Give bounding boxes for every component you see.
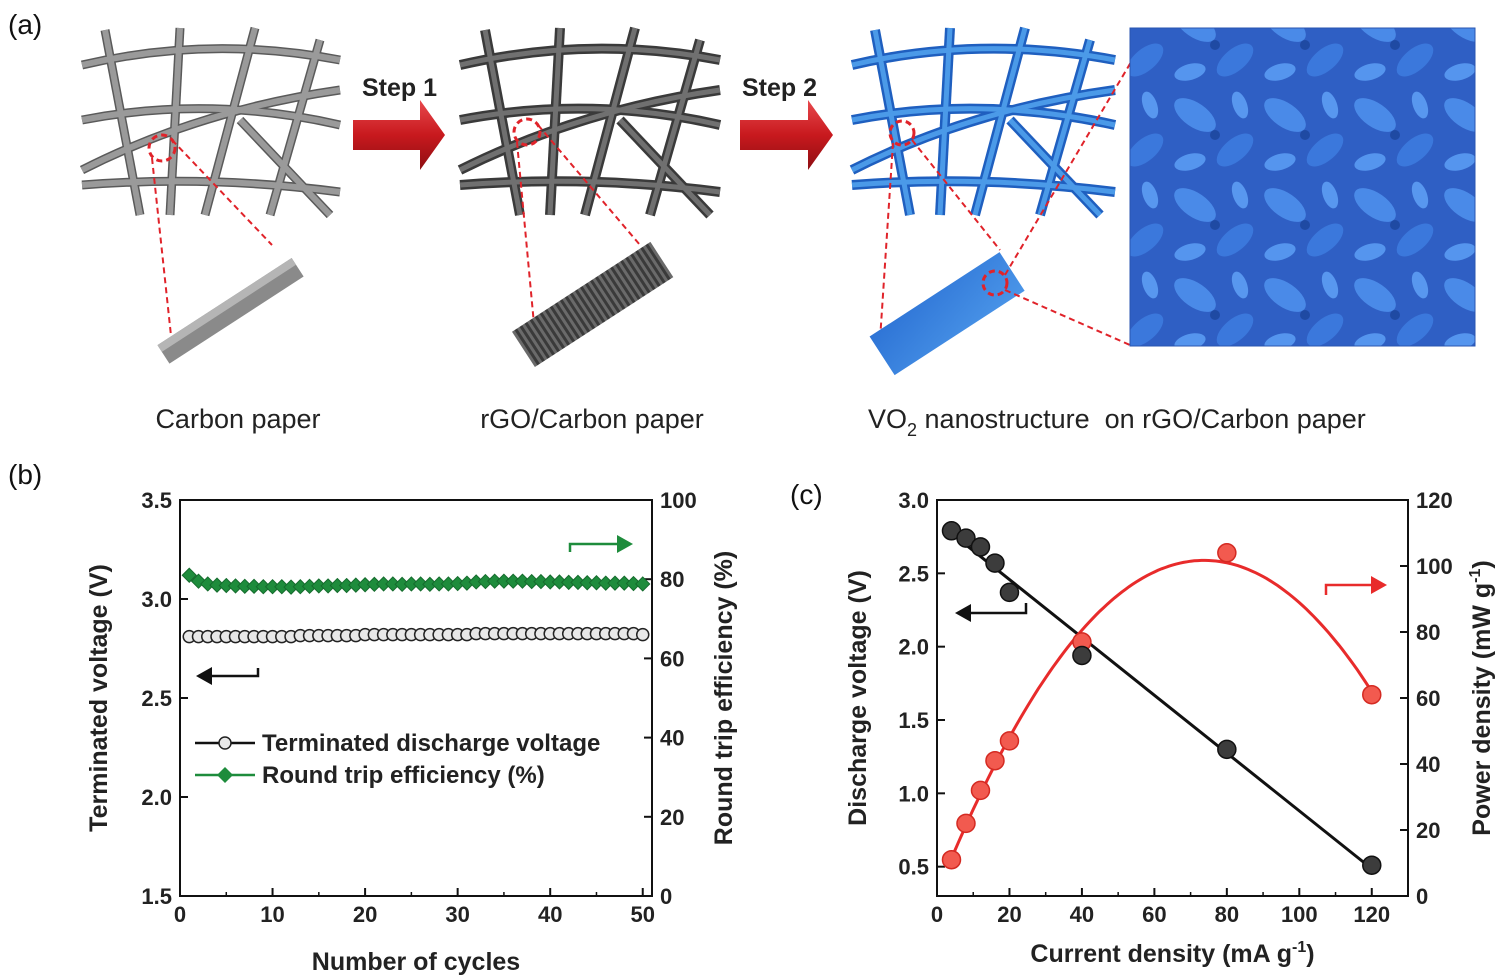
panel-a-label: (a) [8,9,42,40]
rgo-carbon-paper-mesh-illustration [457,26,722,368]
panel-c-ytick-right-label: 100 [1416,554,1453,579]
panel-c-right-axis-arrowhead [1371,576,1387,594]
caption-rgo-carbon-paper: rGO/Carbon paper [480,404,704,434]
panel-b-xtick-label: 30 [445,902,469,927]
panel-c-xtick-label: 40 [1070,902,1094,927]
panel-c-ytick-left-label: 2.0 [898,635,929,660]
step1-arrow [353,100,445,170]
panel-b-xlabel: Number of cycles [312,948,520,976]
panel-c-voltage-fit-line [950,532,1373,870]
panel-c-xtick-label: 100 [1281,902,1318,927]
panel-c-power-fit-curve [950,558,1374,860]
panel-b-ytick-left-label: 2.0 [141,785,172,810]
panel-b-legend-efficiency-marker [217,767,233,783]
panel-b-ylabel-right: Round trip efficiency (%) [710,551,738,845]
panel-b-ytick-right-label: 100 [660,488,697,513]
panel-b-ylabel-left: Terminated voltage (V) [85,564,113,832]
panel-c-ylabel-left: Discharge voltage (V) [844,570,872,826]
panel-b-xtick-label: 20 [353,902,377,927]
panel-b-right-axis-arrowhead [617,535,633,553]
panel-c-ytick-right-label: 20 [1416,818,1440,843]
panel-c-xtick-label: 60 [1142,902,1166,927]
panel-c-power-point [956,813,976,834]
vo2-nanostructure-micrograph [1129,27,1476,347]
panel-b-ytick-right-label: 40 [660,726,684,751]
step2-arrow [740,100,833,170]
panel-b-xtick-label: 0 [174,902,186,927]
panel-c-power-point [999,731,1020,751]
panel-c-xtick-label: 0 [931,902,943,927]
step1-label: Step 1 [362,74,437,102]
panel-c-ytick-left-label: 3.0 [898,488,929,513]
panel-b-chart: 0 10 20 30 40 50 1.5 2.0 2.5 3.0 3.5 0 20 40 60 80 100 Nu… [85,488,738,976]
panel-b-ytick-left-label: 3.5 [141,488,172,513]
panel-c-ytick-left-label: 2.5 [898,561,929,586]
panel-b-xtick-label: 10 [260,902,284,927]
panel-c-voltage-point [1072,645,1092,666]
panel-b-right-axis-arrow [568,542,620,552]
panel-b-ytick-right-label: 20 [660,805,684,830]
panel-c-xtick-label: 80 [1215,902,1239,927]
panel-c-ytick-right-label: 40 [1416,752,1440,777]
panel-c-xlabel: Current density (mA g-1) [1030,939,1314,968]
panel-c-ytick-left-label: 0.5 [898,855,929,880]
vo2-mesh-illustration [849,26,1151,376]
panel-b-xtick-label: 40 [538,902,562,927]
panel-c-ytick-left-label: 1.0 [898,781,929,806]
carbon-paper-mesh-illustration [79,26,342,364]
panel-c-power-point [985,750,1005,771]
panel-c-xtick-label: 20 [997,902,1021,927]
panel-c-power-point [941,849,962,870]
caption-carbon-paper: Carbon paper [155,404,320,434]
panel-c-left-axis-arrowhead [955,604,971,622]
panel-c-label: (c) [790,479,823,510]
panel-c-voltage-point [999,582,1020,603]
panel-c-chart: 0 20 40 60 80 100 120 0.5 1.0 1.5 2.0 2.5 3.0 0 20 40 60… [844,488,1496,968]
panel-c-ytick-right-label: 80 [1416,620,1440,645]
panel-b-efficiency-point [200,576,216,592]
panel-b-ytick-right-label: 80 [660,567,684,592]
panel-b-ytick-left-label: 3.0 [141,587,172,612]
panel-b-xtick-label: 50 [631,902,655,927]
panel-c-voltage-point [985,553,1005,573]
panel-c-plot-frame [936,499,1409,897]
panel-b-legend-voltage-label: Terminated discharge voltage [262,730,600,757]
panel-b-legend-efficiency-label: Round trip efficiency (%) [262,762,545,789]
caption-vo2-nanostructure: VO2 nanostructure on rGO/Carbon paper [868,404,1366,440]
panel-b-legend-voltage-marker [218,736,232,750]
panel-c-right-axis-arrow [1324,583,1372,595]
panel-c-power-point [1217,543,1237,563]
panel-c-voltage-point [956,528,976,548]
panel-c-power-point [1362,684,1382,705]
panel-c-ytick-right-label: 0 [1416,884,1428,909]
panel-c-ytick-left-label: 1.5 [898,708,929,733]
panel-b-plot-frame [179,499,653,897]
panel-b-left-axis-arrow [205,668,260,678]
panel-b-voltage-point [635,627,650,642]
panel-c-left-axis-arrow [966,603,1028,615]
panel-b-ytick-right-label: 0 [660,884,672,909]
panel-b-left-axis-arrowhead [196,667,212,685]
panel-c-voltage-point [970,537,991,557]
panel-c-power-point [970,780,991,801]
panel-c-ytick-right-label: 60 [1416,686,1440,711]
panel-b-efficiency-point [635,576,651,592]
panel-c-xtick-label: 120 [1353,902,1390,927]
panel-c-ylabel-right: Power density (mW g-1) [1467,560,1496,835]
panel-c-ytick-right-label: 120 [1416,488,1453,513]
panel-b-ytick-left-label: 1.5 [141,884,172,909]
panel-c-voltage-point [1217,739,1237,760]
panel-c-voltage-point [1362,855,1382,875]
panel-b-ytick-left-label: 2.5 [141,686,172,711]
step2-label: Step 2 [742,74,817,102]
panel-b-label: (b) [8,459,42,490]
panel-b-efficiency-point [181,567,197,583]
panel-b-ytick-right-label: 60 [660,646,684,671]
